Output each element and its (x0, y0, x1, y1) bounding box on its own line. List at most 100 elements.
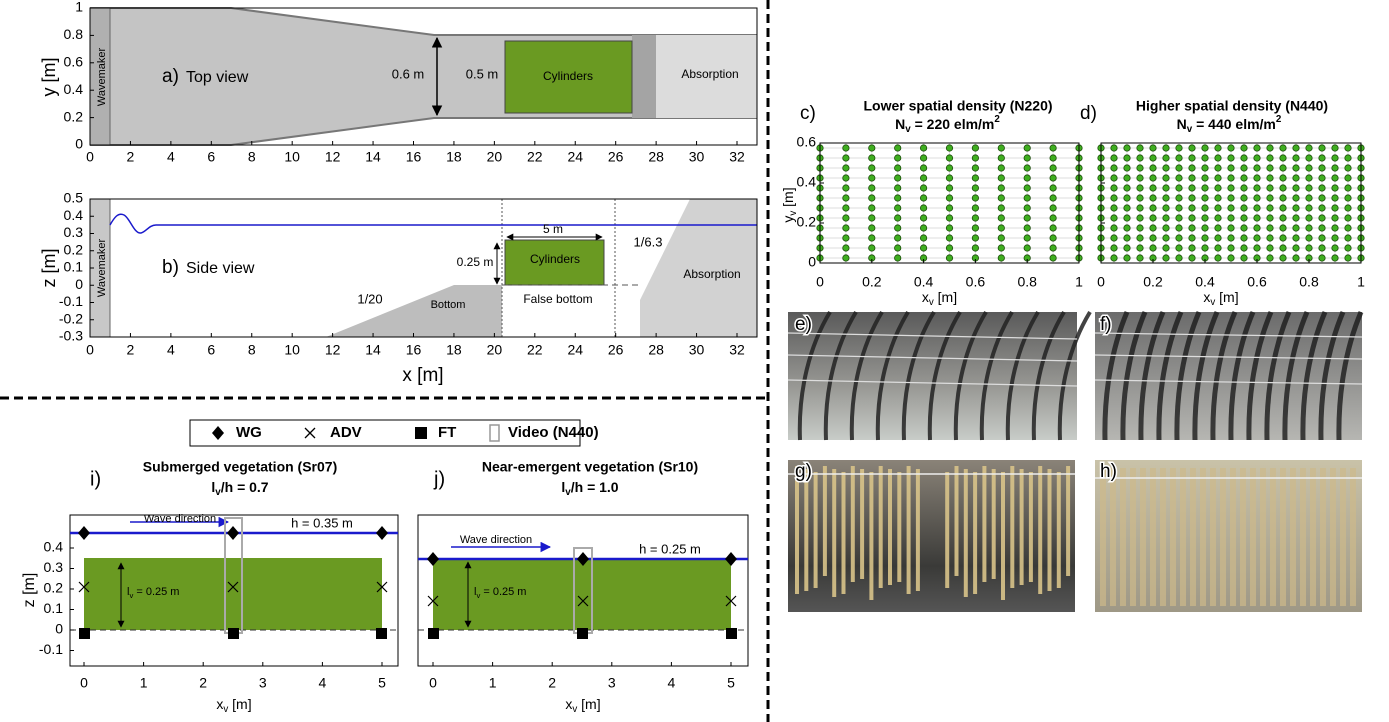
element-dot (1162, 214, 1170, 222)
ratio-label: lv/h = 1.0 (561, 479, 618, 498)
dowel (1001, 472, 1005, 600)
element-dot (1201, 184, 1209, 192)
element-dot (1136, 184, 1144, 192)
element-dot (1201, 154, 1209, 162)
element-dot (919, 204, 928, 212)
element-dot (894, 214, 902, 222)
element-dot (868, 164, 876, 172)
element-dot (1123, 144, 1131, 152)
element-dot (1049, 204, 1057, 212)
x-tick-label: 0.4 (1195, 274, 1215, 290)
element-dot (1279, 224, 1287, 232)
element-dot (1123, 184, 1131, 192)
element-dot (971, 234, 980, 242)
height-label-part: v (129, 591, 133, 600)
element-dot (1201, 174, 1209, 182)
element-dot (1049, 254, 1057, 262)
element-dot (1175, 224, 1183, 232)
element-dot (1292, 184, 1300, 192)
element-dot (919, 224, 928, 232)
element-dot (1162, 154, 1170, 162)
element-dot (1123, 244, 1131, 252)
element-dot (971, 244, 980, 252)
y-tick-label: 0.8 (64, 26, 84, 42)
ft-markers (79, 628, 387, 639)
wave-direction-label: Wave direction (144, 513, 216, 525)
panel-label: i) (90, 468, 101, 490)
element-dot (1175, 234, 1183, 242)
x-tick-label: 1 (140, 675, 148, 691)
element-dot (1110, 174, 1118, 182)
element-dot (1279, 234, 1287, 242)
panel-label: h) (1100, 461, 1117, 482)
element-dot (971, 224, 980, 232)
element-dot (1253, 164, 1261, 172)
cross-marker (304, 427, 316, 439)
element-dot (1162, 194, 1170, 202)
element-dot (1292, 234, 1300, 242)
element-dot (1344, 164, 1352, 172)
element-dot (1201, 204, 1209, 212)
panel-label: b) (162, 257, 179, 278)
dowel (1100, 468, 1106, 606)
plant-stem (1102, 311, 1130, 441)
x-tick-label: 0 (86, 342, 94, 358)
element-dot (1123, 234, 1131, 242)
element-dot (1292, 174, 1300, 182)
element-dot (1049, 214, 1057, 222)
y-tick-label: 0.4 (44, 539, 64, 555)
plant-stem (875, 310, 910, 441)
x-tick-label: 28 (648, 149, 664, 165)
vegetation (84, 558, 382, 579)
element-dot (997, 184, 1005, 192)
element-dot (1344, 194, 1352, 202)
x-tick-label: 26 (608, 149, 624, 165)
element-dot (919, 174, 928, 182)
element-dot (971, 174, 980, 182)
x-tick-label: 0 (816, 274, 824, 290)
dowel (1250, 468, 1256, 606)
dowel (1010, 466, 1015, 588)
element-dot (1175, 164, 1183, 172)
plant-stem (1057, 310, 1092, 441)
y-tick-label: 0.2 (797, 214, 817, 230)
height-label-part: v (476, 591, 480, 600)
dowel (850, 466, 855, 582)
element-dot (997, 244, 1005, 252)
element-dot (997, 224, 1005, 232)
gap (632, 35, 656, 118)
element-dot (1253, 194, 1261, 202)
element-dot (1023, 224, 1031, 232)
panel-title: Higher spatial density (N440) (1136, 98, 1328, 114)
x-tick-label: 30 (689, 342, 705, 358)
y-tick-label: -0.1 (59, 293, 83, 309)
x-tick-label: 4 (167, 149, 175, 165)
height-label-part: = 0.25 m (133, 586, 179, 598)
element-dot (1305, 154, 1313, 162)
element-dot (1240, 254, 1248, 262)
panel-title: Side view (186, 260, 255, 277)
element-dot (1305, 234, 1313, 242)
x-axis-label-part: v (929, 297, 934, 308)
x-tick-label: 1 (1075, 274, 1083, 290)
element-dot (1253, 244, 1261, 252)
x-tick-label: 3 (259, 675, 267, 691)
element-dot (1253, 184, 1261, 192)
element-dot (1201, 164, 1209, 172)
square-marker (415, 427, 427, 439)
panel-label: a) (162, 66, 179, 87)
element-dot (1227, 164, 1235, 172)
element-dot (1175, 154, 1183, 162)
y-tick-label: 0 (75, 136, 83, 152)
bottom-slope (326, 285, 502, 337)
x-axis-label-part: [m] (577, 696, 600, 712)
element-dot (971, 214, 980, 222)
element-dot (1331, 194, 1339, 202)
element-dot (1188, 174, 1196, 182)
plant-stem (823, 310, 858, 441)
y-tick-label: 0 (55, 621, 63, 637)
element-dot (1305, 194, 1313, 202)
element-dot (1344, 234, 1352, 242)
element-dot (1331, 164, 1339, 172)
element-dot (1266, 234, 1274, 242)
